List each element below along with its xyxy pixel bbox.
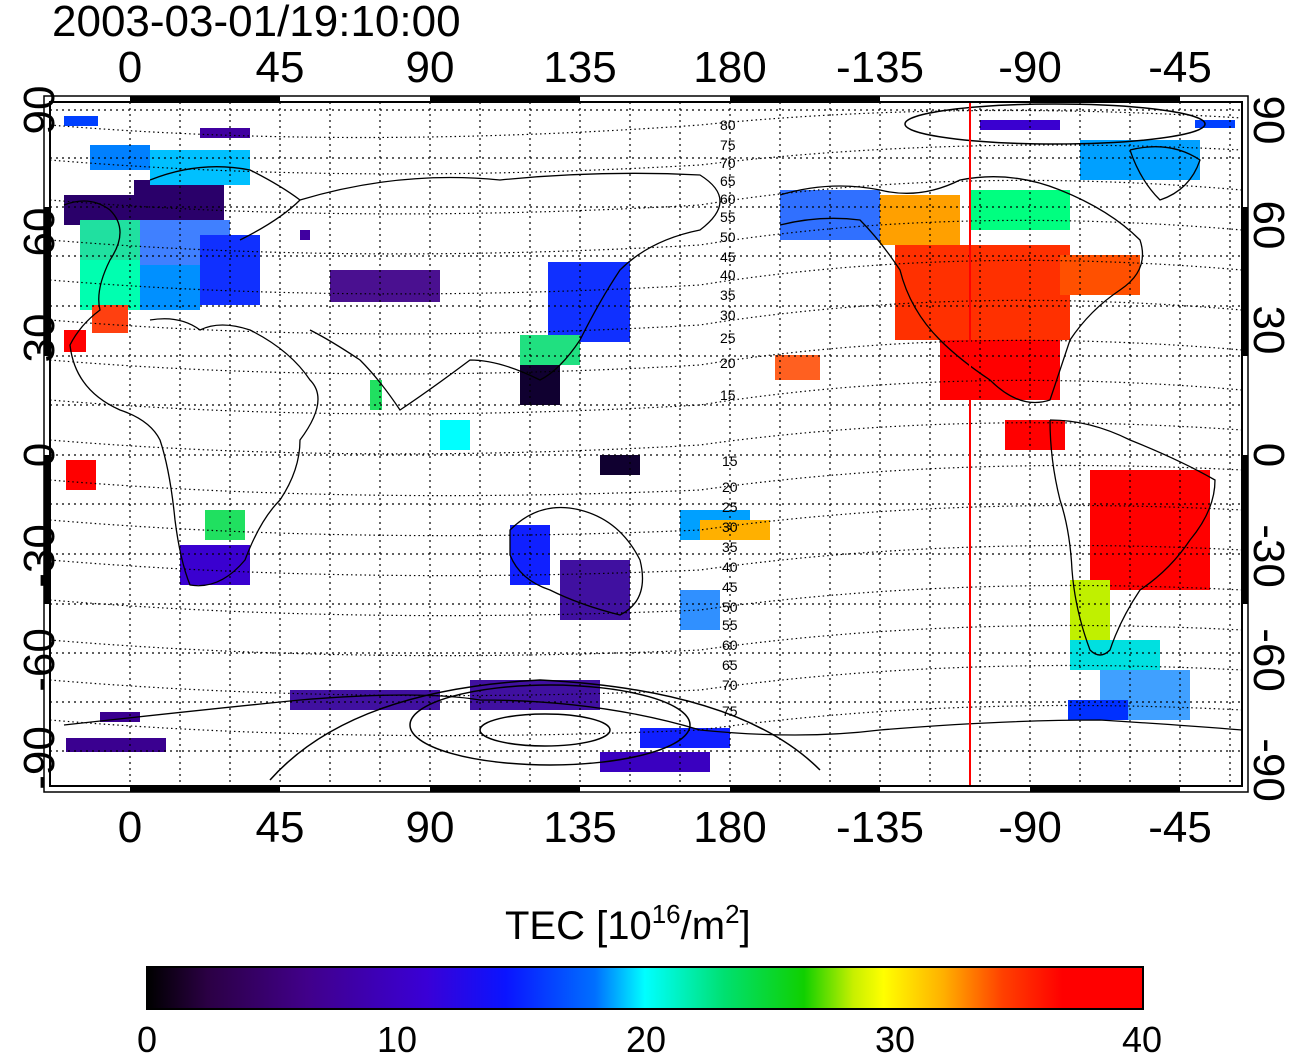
colorbar-title-unit-exponent: 2 [725, 899, 740, 929]
contour-label: 45 [722, 579, 738, 595]
colorbar-title-close: ] [739, 904, 751, 948]
contour-label: 50 [720, 229, 736, 245]
contour-label: 30 [720, 307, 736, 323]
contour-label: 35 [720, 287, 736, 303]
colorbar-tick: 40 [1121, 1019, 1163, 1060]
contour-label: 60 [722, 637, 738, 653]
contour-label: 35 [722, 539, 738, 555]
colorbar-title: TEC [1016/m2] [505, 901, 751, 948]
right-lat-tick: 30 [1244, 305, 1292, 355]
contour-label: 40 [720, 267, 736, 283]
right-lat-tick: -30 [1244, 524, 1292, 588]
magnetic-latitude-contours [49, 109, 1243, 737]
left-lat-tick: 60 [15, 207, 64, 257]
top-lon-tick: -135 [835, 43, 925, 92]
contour-label: 20 [720, 355, 736, 371]
contour-label: 15 [722, 453, 738, 469]
left-lat-tick: -90 [15, 726, 64, 790]
right-lat-tick: -60 [1244, 628, 1292, 692]
contour-label: 65 [720, 173, 736, 189]
left-lat-tick: -30 [15, 524, 64, 588]
contour-label: 75 [720, 137, 736, 153]
top-lon-tick: 180 [693, 43, 767, 92]
contour-label: 65 [722, 657, 738, 673]
contour-label: 60 [720, 191, 736, 207]
grid-lines [50, 102, 1242, 786]
right-lat-tick: 60 [1244, 200, 1292, 250]
contour-label: 75 [722, 703, 738, 719]
contour-labels: 80 75 70 65 60 55 50 45 40 35 30 25 20 1… [720, 117, 738, 719]
contour-label: 30 [722, 519, 738, 535]
bottom-lon-tick: 45 [255, 803, 305, 852]
bottom-lon-tick: -135 [835, 803, 925, 852]
tec-data-patches [64, 116, 1235, 772]
top-lon-tick: 90 [405, 43, 455, 92]
tec-map: 80 75 70 65 60 55 50 45 40 35 30 25 20 1… [43, 95, 1249, 793]
bottom-lon-tick: 90 [405, 803, 455, 852]
contour-label: 55 [720, 209, 736, 225]
top-lon-tick: -45 [1148, 43, 1212, 92]
contour-label: 40 [722, 559, 738, 575]
contour-label: 70 [720, 155, 736, 171]
top-lon-tick: -90 [998, 43, 1062, 92]
colorbar-tick: 0 [136, 1019, 158, 1060]
left-lat-tick: 0 [15, 442, 64, 468]
map-frame [43, 95, 1249, 793]
contour-label: 55 [722, 617, 738, 633]
contour-label: 50 [722, 599, 738, 615]
colorbar-title-unit: /m [680, 904, 726, 948]
left-lat-tick: 90 [15, 85, 64, 135]
right-lat-tick: 0 [1244, 442, 1292, 468]
contour-label: 15 [720, 387, 736, 403]
contour-label: 20 [722, 479, 738, 495]
left-lat-tick: -60 [15, 628, 64, 692]
top-lon-tick: 0 [117, 43, 143, 92]
colorbar-tick: 20 [625, 1019, 667, 1060]
pole-contours [269, 103, 1206, 781]
contour-label: 45 [720, 249, 736, 265]
bottom-lon-tick: -90 [998, 803, 1062, 852]
colorbar-tick: 30 [874, 1019, 916, 1060]
contour-label: 70 [722, 677, 738, 693]
bottom-lon-tick: -45 [1148, 803, 1212, 852]
right-lat-tick: 90 [1244, 95, 1292, 145]
left-lat-tick: 30 [15, 313, 64, 363]
bottom-lon-tick: 135 [543, 803, 617, 852]
contour-label: 80 [720, 117, 736, 133]
bottom-lon-tick: 0 [117, 803, 143, 852]
colorbar-tick: 10 [376, 1019, 418, 1060]
contour-label: 25 [722, 499, 738, 515]
map-title: 2003-03-01/19:10:00 [52, 0, 461, 46]
colorbar [146, 966, 1144, 1010]
contour-label: 25 [720, 330, 736, 346]
colorbar-title-exponent: 16 [651, 899, 681, 929]
top-lon-tick: 135 [543, 43, 617, 92]
colorbar-title-text: TEC [10 [505, 904, 652, 948]
right-lat-tick: -90 [1244, 738, 1292, 802]
coastlines [63, 146, 1243, 736]
frame-ticks [44, 96, 1248, 792]
top-lon-tick: 45 [255, 43, 305, 92]
bottom-lon-tick: 180 [693, 803, 767, 852]
